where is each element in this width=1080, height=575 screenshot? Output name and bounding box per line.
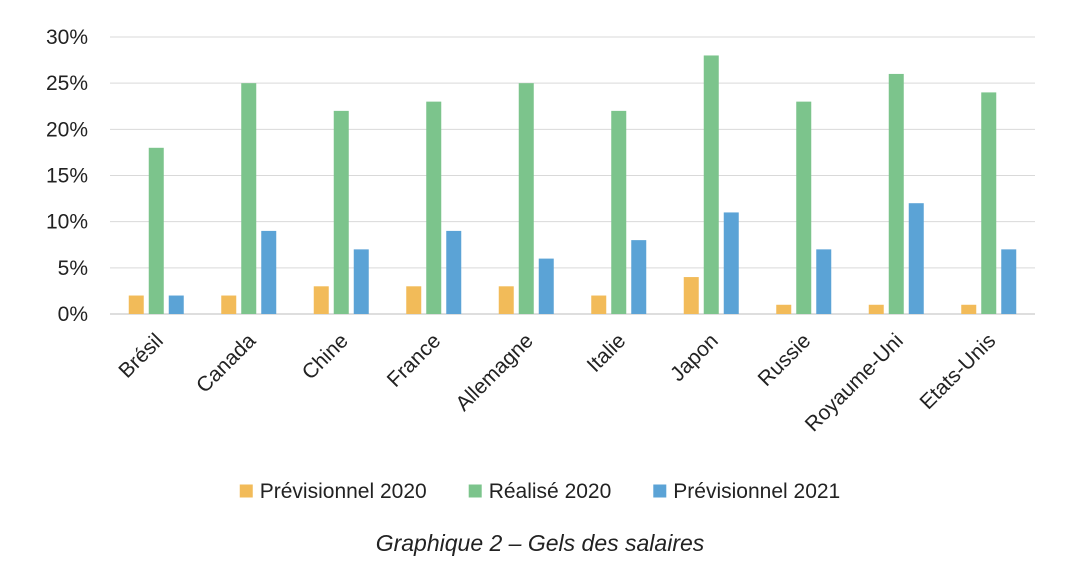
bar <box>908 203 924 314</box>
bar <box>498 286 514 314</box>
y-tick-label: 20% <box>46 118 88 141</box>
x-tick-label: Russie <box>754 329 816 391</box>
bar <box>868 304 884 314</box>
bar <box>981 92 997 315</box>
y-tick-label: 25% <box>46 72 88 95</box>
y-tick-label: 5% <box>58 257 88 280</box>
legend-label: Prévisionnel 2020 <box>260 480 427 503</box>
legend: Prévisionnel 2020 Réalisé 2020 Prévisionne… <box>239 480 840 503</box>
legend-swatch <box>653 484 667 498</box>
bar <box>241 83 257 315</box>
x-tick-label: Japon <box>666 329 723 386</box>
bar <box>611 110 627 314</box>
x-tick-label: Etats-Unis <box>916 329 1001 414</box>
bar <box>796 101 812 314</box>
y-tick-label: 10% <box>46 211 88 234</box>
y-tick-label: 15% <box>46 165 88 188</box>
bar <box>776 304 792 314</box>
bar <box>538 258 554 314</box>
bar <box>313 286 329 314</box>
bar <box>518 83 534 315</box>
x-tick-label: Allemagne <box>451 329 537 415</box>
bar <box>723 212 739 314</box>
bar-chart: 0% 5% 10% 15% 20% 25% 30% Brésil Canada Chine Fra… <box>46 26 1035 503</box>
legend-label: Réalisé 2020 <box>489 480 612 503</box>
bar <box>168 295 184 314</box>
bar <box>333 110 349 314</box>
bar <box>703 55 719 314</box>
bar <box>353 249 369 314</box>
bar <box>888 73 904 314</box>
bar <box>261 230 277 314</box>
bar <box>816 249 832 314</box>
x-tick-label: France <box>383 329 445 391</box>
x-tick-label: Chine <box>298 329 353 384</box>
bar <box>406 286 422 314</box>
bar <box>426 101 442 314</box>
bar <box>1001 249 1017 314</box>
bar <box>128 295 144 314</box>
bar <box>591 295 607 314</box>
bars <box>128 55 1017 315</box>
chart-caption: Graphique 2 – Gels des salaires <box>375 530 705 556</box>
y-tick-label: 0% <box>58 303 88 326</box>
legend-swatch <box>239 484 253 498</box>
bar <box>148 147 164 314</box>
bar <box>446 230 462 314</box>
x-tick-label: Canada <box>192 329 261 398</box>
x-axis: Brésil Canada Chine France Allemagne Italie Ja… <box>114 329 1000 436</box>
bar <box>221 295 237 314</box>
y-tick-label: 30% <box>46 26 88 49</box>
legend-label: Prévisionnel 2021 <box>673 480 840 503</box>
x-tick-label: Italie <box>583 329 631 377</box>
x-tick-label: Royaume-Uni <box>801 329 908 436</box>
bar <box>683 277 699 314</box>
bar <box>631 240 647 314</box>
legend-swatch <box>468 484 482 498</box>
x-tick-label: Brésil <box>114 329 167 382</box>
y-axis: 0% 5% 10% 15% 20% 25% 30% <box>46 26 88 326</box>
bar <box>961 304 977 314</box>
